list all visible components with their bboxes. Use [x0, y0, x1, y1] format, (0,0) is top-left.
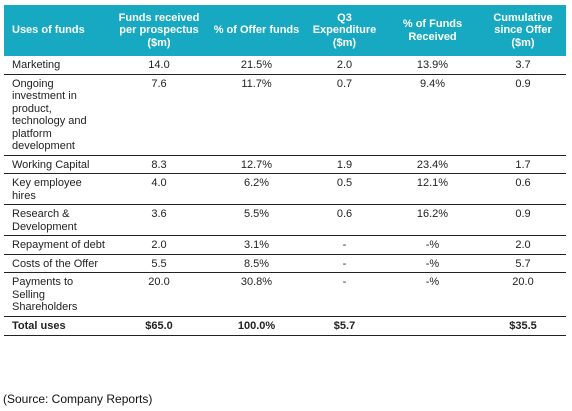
table-row: Ongoing investment in product, technolog… [4, 74, 566, 156]
header-row: Uses of funds Funds received per prospec… [4, 5, 566, 56]
cell-value: 12.7% [209, 155, 304, 174]
cell-value: 1.9 [304, 155, 385, 174]
cell-value: 3.1% [209, 235, 304, 255]
table-header: Uses of funds Funds received per prospec… [4, 5, 566, 56]
cell-value: 7.6 [109, 74, 209, 156]
cell-value: 14.0 [109, 56, 209, 75]
header-cumulative: Cumulative since Offer ($m) [493, 11, 553, 49]
cell-value: - [304, 272, 385, 317]
cell-value: 6.2% [209, 173, 304, 205]
cell-value [385, 316, 480, 336]
cell-value: 0.9 [480, 204, 566, 236]
cell-value: 0.6 [480, 173, 566, 205]
row-label: Total uses [4, 316, 109, 336]
cell-value: 13.9% [385, 56, 480, 75]
cell-value: 12.1% [385, 173, 480, 205]
header-percent-offer-funds: % of Offer funds [213, 24, 300, 37]
row-label: Costs of the Offer [4, 254, 109, 273]
table-row: Marketing 14.0 21.5% 2.0 13.9% 3.7 [4, 56, 566, 75]
cell-value: -% [385, 235, 480, 255]
row-label: Research & Development [4, 204, 109, 236]
cell-value: 2.0 [109, 235, 209, 255]
cell-value: 3.7 [480, 56, 566, 75]
header-uses-of-funds: Uses of funds [12, 24, 85, 37]
cell-value: $65.0 [109, 316, 209, 336]
total-row: Total uses $65.0 100.0% $5.7 $35.5 [4, 316, 566, 336]
cell-value: 3.6 [109, 204, 209, 236]
table-row: Costs of the Offer 5.5 8.5% - -% 5.7 [4, 254, 566, 273]
cell-value: 20.0 [480, 272, 566, 317]
row-label: Working Capital [4, 155, 109, 174]
row-label: Repayment of debt [4, 235, 109, 255]
uses-of-funds-table: Uses of funds Funds received per prospec… [4, 5, 566, 336]
cell-value: 8.5% [209, 254, 304, 273]
cell-value: - [304, 254, 385, 273]
cell-value: 23.4% [385, 155, 480, 174]
row-label: Payments to Selling Shareholders [4, 272, 109, 317]
cell-value: 20.0 [109, 272, 209, 317]
cell-value: 16.2% [385, 204, 480, 236]
row-label: Marketing [4, 56, 109, 75]
cell-value: 2.0 [304, 56, 385, 75]
cell-value: 11.7% [209, 74, 304, 156]
funds-table-container: Uses of funds Funds received per prospec… [4, 5, 566, 336]
cell-value: 8.3 [109, 155, 209, 174]
header-funds-received: Funds received per prospectus ($m) [118, 11, 200, 49]
cell-value: 2.0 [480, 235, 566, 255]
cell-value: $35.5 [480, 316, 566, 336]
table-body: Marketing 14.0 21.5% 2.0 13.9% 3.7 Ongoing inv… [4, 56, 566, 336]
table-row: Working Capital 8.3 12.7% 1.9 23.4% 1.7 [4, 155, 566, 174]
cell-value: 0.7 [304, 74, 385, 156]
cell-value: -% [385, 272, 480, 317]
cell-value: - [304, 235, 385, 255]
table-row: Payments to Selling Shareholders 20.0 30.8… [4, 272, 566, 317]
cell-value: 4.0 [109, 173, 209, 205]
table-row: Key employee hires 4.0 6.2% 0.5 12.1% 0.6 [4, 173, 566, 205]
cell-value: 21.5% [209, 56, 304, 75]
cell-value: 5.7 [480, 254, 566, 273]
table-row: Research & Development 3.6 5.5% 0.6 16.2% 0.9 [4, 204, 566, 236]
cell-value: -% [385, 254, 480, 273]
cell-value: 1.7 [480, 155, 566, 174]
table-row: Repayment of debt 2.0 3.1% - -% 2.0 [4, 235, 566, 255]
row-label: Key employee hires [4, 173, 109, 205]
cell-value: 100.0% [209, 316, 304, 336]
cell-value: 9.4% [385, 74, 480, 156]
source-note: (Source: Company Reports) [3, 392, 153, 406]
cell-value: 0.5 [304, 173, 385, 205]
cell-value: $5.7 [304, 316, 385, 336]
cell-value: 30.8% [209, 272, 304, 317]
cell-value: 0.9 [480, 74, 566, 156]
header-q3-expenditure: Q3 Expenditure ($m) [312, 11, 377, 49]
row-label: Ongoing investment in product, technolog… [4, 74, 109, 156]
cell-value: 0.6 [304, 204, 385, 236]
cell-value: 5.5% [209, 204, 304, 236]
header-percent-funds-received: % of Funds Received [402, 18, 463, 43]
cell-value: 5.5 [109, 254, 209, 273]
